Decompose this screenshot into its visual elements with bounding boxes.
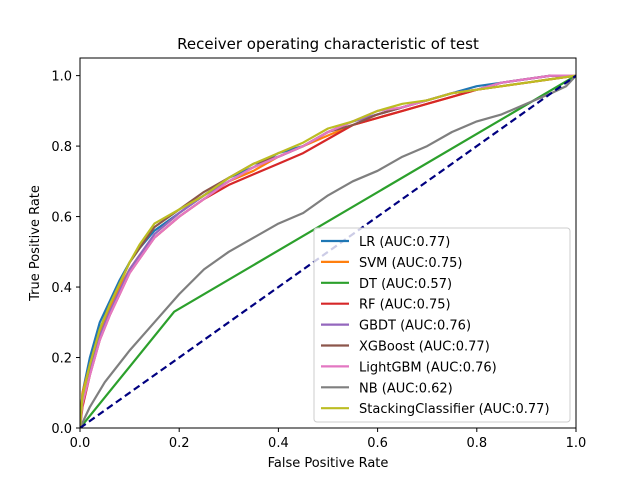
legend-label-3: RF (AUC:0.75): [359, 298, 451, 313]
series-line-2: [80, 74, 576, 428]
legend-label-5: XGBoost (AUC:0.77): [359, 340, 490, 355]
x-tick-label: 0.4: [268, 436, 289, 451]
x-tick-label: 1.0: [566, 436, 587, 451]
chart-title: Receiver operating characteristic of tes…: [177, 35, 479, 53]
y-tick-label: 1.0: [51, 70, 72, 85]
x-tick-label: 0.2: [169, 436, 190, 451]
legend: LR (AUC:0.77) SVM (AUC:0.75) DT (AUC:0.57)…: [313, 227, 571, 423]
legend-label-4: GBDT (AUC:0.76): [359, 319, 471, 334]
x-axis-label: False Positive Rate: [268, 456, 389, 471]
y-axis-label: True Positive Rate: [28, 185, 43, 302]
legend-label-7: NB (AUC:0.62): [359, 381, 453, 396]
series-line-8: [80, 74, 576, 428]
plot-area: [80, 74, 576, 428]
baseline-line: [80, 74, 576, 428]
y-tick-label: 0.4: [51, 281, 72, 296]
y-axis: 0.0 0.2 0.4 0.6 0.8 1.0: [51, 70, 80, 437]
y-tick-label: 0.0: [51, 422, 72, 437]
y-tick-label: 0.2: [51, 352, 72, 367]
legend-label-1: SVM (AUC:0.75): [359, 256, 462, 271]
x-axis: 0.0 0.2 0.4 0.6 0.8 1.0: [70, 428, 587, 451]
legend-box: [313, 227, 571, 423]
legend-label-6: LightGBM (AUC:0.76): [359, 360, 497, 375]
x-tick-label: 0.0: [70, 436, 91, 451]
x-tick-label: 0.8: [466, 436, 487, 451]
legend-label-0: LR (AUC:0.77): [359, 235, 450, 250]
legend-label-8: StackingClassifier (AUC:0.77): [359, 402, 550, 417]
y-tick-label: 0.8: [51, 140, 72, 155]
series-line-7: [80, 74, 576, 428]
x-tick-label: 0.6: [367, 436, 388, 451]
axes-frame: [79, 57, 577, 429]
y-tick-label: 0.6: [51, 211, 72, 226]
legend-label-2: DT (AUC:0.57): [359, 277, 452, 292]
